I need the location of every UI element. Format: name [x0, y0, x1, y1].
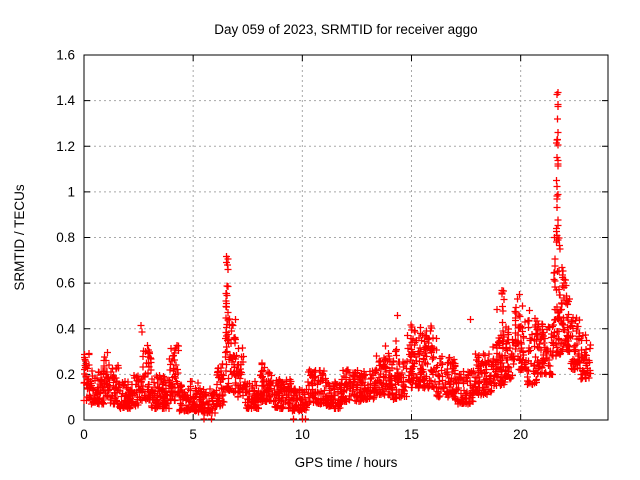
y-tick-label: 0.8: [56, 230, 75, 245]
x-axis-label: GPS time / hours: [295, 455, 398, 470]
x-tick-label: 5: [189, 427, 197, 442]
y-tick-label: 0.6: [56, 276, 75, 291]
data-points-layer: [80, 89, 594, 423]
x-tick-label: 15: [404, 427, 419, 442]
y-tick-label: 1.2: [56, 139, 75, 154]
x-tick-label: 20: [513, 427, 528, 442]
y-axis-label: SRMTID / TECUs: [12, 184, 27, 291]
y-tick-label: 0.2: [56, 367, 75, 382]
y-tick-label: 0: [67, 413, 75, 428]
grid-lines: [84, 55, 608, 420]
x-tick-label: 0: [80, 427, 88, 442]
y-tick-label: 1.6: [56, 48, 75, 63]
chart-title: Day 059 of 2023, SRMTID for receiver agg…: [214, 22, 477, 37]
y-tick-label: 1.4: [56, 93, 75, 108]
y-tick-label: 1: [67, 184, 75, 199]
y-tick-label: 0.4: [56, 321, 75, 336]
x-tick-label: 10: [295, 427, 310, 442]
